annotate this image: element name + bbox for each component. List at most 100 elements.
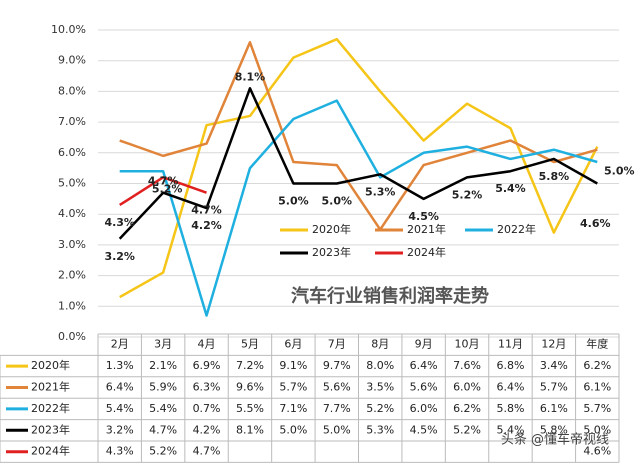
data-label: 8.1% bbox=[235, 70, 266, 83]
data-label: 4.6% bbox=[580, 217, 611, 230]
table-cell: 6.8% bbox=[496, 359, 524, 372]
table-cell: 5.4% bbox=[496, 423, 524, 436]
x-tick-label: 9月 bbox=[415, 338, 433, 351]
table-cell: 5.7% bbox=[583, 402, 611, 415]
table-cell: 9.7% bbox=[323, 359, 351, 372]
table-cell: 5.2% bbox=[366, 402, 394, 415]
series-line bbox=[119, 176, 207, 207]
x-tick-label: 4月 bbox=[198, 338, 216, 351]
y-tick-label: 4.0% bbox=[58, 207, 86, 220]
table-cell: 5.8% bbox=[540, 423, 568, 436]
data-label: 5.2% bbox=[452, 188, 483, 201]
data-label: 5.8% bbox=[539, 170, 570, 183]
table-cell: 5.6% bbox=[410, 381, 438, 394]
y-tick-label: 7.0% bbox=[58, 115, 86, 128]
table-cell: 5.2% bbox=[453, 423, 481, 436]
row-label: 2021年 bbox=[31, 380, 70, 394]
data-label: 4.2% bbox=[191, 219, 222, 232]
table-cell: 5.0% bbox=[279, 423, 307, 436]
data-label: 3.2% bbox=[104, 250, 135, 263]
table-cell: 3.5% bbox=[366, 381, 394, 394]
table-cell: 3.4% bbox=[540, 359, 568, 372]
table-cell: 7.7% bbox=[323, 402, 351, 415]
data-label: 4.3% bbox=[104, 216, 135, 229]
row-label: 2020年 bbox=[31, 358, 70, 372]
table-cell: 6.0% bbox=[453, 381, 481, 394]
table-cell: 8.1% bbox=[236, 423, 264, 436]
table-cell: 5.0% bbox=[583, 423, 611, 436]
y-tick-label: 6.0% bbox=[58, 146, 86, 159]
table-cell: 4.7% bbox=[193, 445, 221, 458]
table-cell: 7.2% bbox=[236, 359, 264, 372]
table-cell: 5.2% bbox=[149, 445, 177, 458]
table-cell: 0.7% bbox=[193, 402, 221, 415]
table-cell: 5.6% bbox=[323, 381, 351, 394]
table-cell: 5.9% bbox=[149, 381, 177, 394]
table-cell: 6.1% bbox=[540, 402, 568, 415]
y-tick-label: 8.0% bbox=[58, 84, 86, 97]
x-tick-label: 年度 bbox=[586, 337, 608, 351]
table-cell: 7.6% bbox=[453, 359, 481, 372]
y-tick-label: 3.0% bbox=[58, 238, 86, 251]
table-cell: 5.0% bbox=[323, 423, 351, 436]
data-label: 4.7% bbox=[191, 204, 222, 217]
table-cell: 5.8% bbox=[496, 402, 524, 415]
table-cell: 4.6% bbox=[583, 445, 611, 458]
table-cell: 4.3% bbox=[106, 445, 134, 458]
x-tick-label: 10月 bbox=[455, 338, 480, 351]
series-line bbox=[119, 99, 598, 317]
table-cell: 6.2% bbox=[583, 359, 611, 372]
series-line bbox=[119, 41, 598, 231]
data-label: 5.4% bbox=[495, 182, 526, 195]
y-tick-label: 0.0% bbox=[58, 330, 86, 343]
table-cell: 6.4% bbox=[410, 359, 438, 372]
table-cell: 4.7% bbox=[149, 423, 177, 436]
table-cell: 4.5% bbox=[410, 423, 438, 436]
data-label: 4.7% bbox=[148, 175, 179, 188]
table-cell: 5.5% bbox=[236, 402, 264, 415]
x-tick-label: 3月 bbox=[154, 338, 172, 351]
table-cell: 7.1% bbox=[279, 402, 307, 415]
x-tick-label: 8月 bbox=[371, 338, 389, 351]
data-label: 5.0% bbox=[278, 195, 309, 208]
y-tick-label: 10.0% bbox=[51, 23, 86, 36]
table-cell: 5.4% bbox=[106, 402, 134, 415]
x-tick-label: 11月 bbox=[498, 338, 523, 351]
chart-title: 汽车行业销售利润率走势 bbox=[291, 285, 489, 307]
table-cell: 5.7% bbox=[540, 381, 568, 394]
x-tick-label: 2月 bbox=[111, 338, 129, 351]
y-tick-label: 1.0% bbox=[58, 299, 86, 312]
y-tick-label: 5.0% bbox=[58, 177, 86, 190]
x-tick-label: 12月 bbox=[541, 338, 566, 351]
legend-label: 2020年 bbox=[312, 222, 351, 236]
table-cell: 3.2% bbox=[106, 423, 134, 436]
x-tick-label: 6月 bbox=[284, 338, 302, 351]
table-cell: 8.0% bbox=[366, 359, 394, 372]
legend-label: 2023年 bbox=[312, 245, 351, 259]
series-line bbox=[119, 37, 599, 299]
x-tick-label: 7月 bbox=[328, 338, 346, 351]
table-cell: 6.3% bbox=[193, 381, 221, 394]
table-cell: 6.9% bbox=[193, 359, 221, 372]
table-cell: 5.3% bbox=[366, 423, 394, 436]
table-cell: 1.3% bbox=[106, 359, 134, 372]
data-label: 5.0% bbox=[604, 165, 635, 178]
series-line bbox=[118, 87, 598, 240]
table-cell: 6.0% bbox=[410, 402, 438, 415]
data-label: 4.5% bbox=[408, 210, 439, 223]
table-cell: 5.7% bbox=[279, 381, 307, 394]
watermark: 头条 @懂车帝视线 bbox=[501, 432, 609, 448]
row-label: 2023年 bbox=[31, 422, 70, 436]
row-label: 2022年 bbox=[31, 401, 70, 415]
y-tick-label: 2.0% bbox=[58, 269, 86, 282]
table-cell: 9.1% bbox=[279, 359, 307, 372]
table-cell: 4.2% bbox=[193, 423, 221, 436]
table-cell: 6.4% bbox=[496, 381, 524, 394]
row-label: 2024年 bbox=[31, 444, 70, 458]
legend-label: 2024年 bbox=[407, 245, 446, 259]
table-cell: 2.1% bbox=[149, 359, 177, 372]
table-cell: 6.1% bbox=[583, 381, 611, 394]
legend-label: 2021年 bbox=[407, 222, 446, 236]
